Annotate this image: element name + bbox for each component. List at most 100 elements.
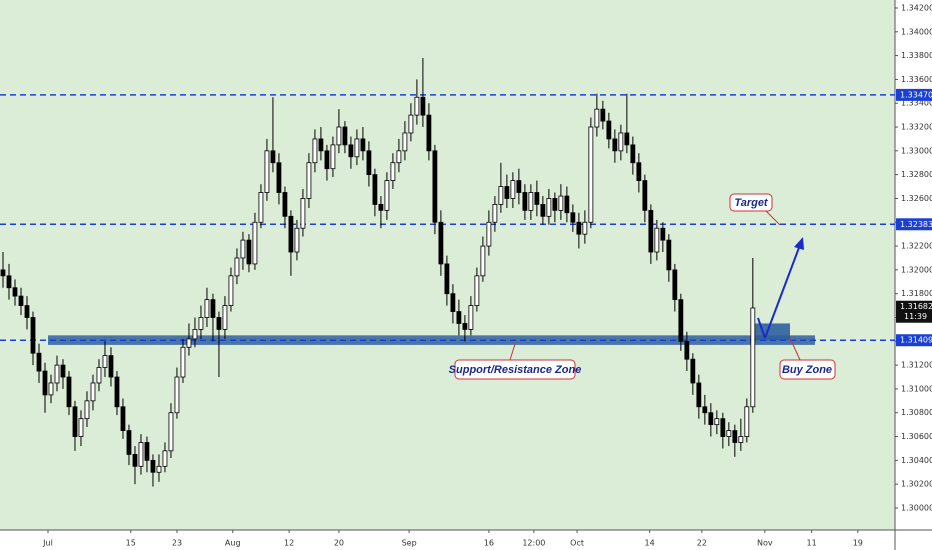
candle-body [618,132,624,152]
candle-body [18,295,24,306]
annotation: Support/Resistance Zone [449,364,582,376]
candle-body [72,406,78,437]
candle-body [642,180,648,211]
candle-body [150,459,156,473]
candle-body [318,138,324,152]
candle-body [714,418,720,426]
candle-body [108,355,114,378]
candle-body [750,307,756,408]
candle-body [348,144,354,158]
candle-body [0,269,6,277]
candle-body [30,317,36,354]
candle-body [432,150,438,223]
candle-body [420,96,426,116]
candle-body [408,114,414,134]
candle-body [738,436,744,443]
candle-body [600,108,606,122]
y-tick-label: 1.31200 [901,361,932,370]
y-tick-label: 1.30400 [901,456,932,465]
candle-body [474,275,480,306]
callout-pointer [509,343,516,361]
y-tick-label: 1.33800 [901,51,932,60]
x-tick-label: Nov [757,539,773,548]
x-tick-label: 20 [334,539,344,548]
level-label: 1.33470 [900,90,932,99]
candle-body [564,195,570,214]
y-tick-label: 1.32200 [901,242,932,251]
y-tick-label: 1.33400 [901,99,932,108]
candle-body [216,317,222,330]
candle-body [708,412,714,426]
candle-body [498,186,504,205]
candle-body [540,204,546,217]
x-tick-label: 14 [645,539,655,548]
candle-body [240,239,246,259]
candle-body [558,195,564,211]
candle-body [60,364,66,378]
candles [0,57,756,487]
candle-body [234,257,240,277]
candle-body [336,126,342,146]
candle-body [36,352,42,372]
level-label-box [896,218,932,231]
level-label-box [896,334,932,347]
x-tick-label: 11 [807,539,817,548]
level-label: 1.31409 [900,336,932,345]
candle-body [576,221,582,235]
candle-body [192,329,198,340]
candle-body [186,338,192,348]
candle-body [684,340,690,360]
candle-body [414,96,420,116]
candle-body [6,275,12,289]
candle-body [516,180,522,193]
candle-body [522,192,528,211]
candle-body [78,418,84,437]
candle-body [66,376,72,408]
y-tick-label: 1.34000 [901,27,932,36]
candle-body [624,132,630,146]
x-tick-label: 16 [484,539,494,548]
level-label-box [896,88,932,101]
candle-body [690,358,696,384]
candle-body [588,126,594,223]
candle-body [390,162,396,181]
candle-body [282,192,288,217]
candle-body [210,299,216,318]
candle-body [120,406,126,431]
candle-body [324,150,330,170]
candle-body [42,370,48,396]
candle-body [654,227,660,253]
x-tick-label: 12 [284,539,294,548]
candle-body [456,311,462,324]
candle-body [552,198,558,211]
candle-body [570,212,576,223]
candle-body [648,209,654,253]
y-tick-label: 1.32800 [901,170,932,179]
candle-body [594,108,600,128]
candle-body [462,323,468,330]
y-tick-label: 1.30000 [901,503,932,512]
candle-body [306,162,312,199]
last-price-label: 1.31682 [900,302,932,311]
candle-body [612,138,618,152]
candle-body [246,239,252,265]
candle-body [546,198,552,217]
candle-body [180,346,186,378]
x-tick-label: Sep [402,539,417,548]
candle-body [678,299,684,342]
candle-body [480,245,486,277]
candle-body [402,132,408,152]
axis: 1.30000 1.30200 1.30400 1.30600 1.30800 1.310… [42,3,932,548]
candle-body [660,227,666,241]
callout-pointer [764,209,781,226]
candle-body [264,150,270,193]
x-tick-label: Aug [225,539,241,548]
candle-body [24,305,30,318]
y-tick-label: 1.30600 [901,432,932,441]
last-price-box [896,300,932,323]
level-label: 1.32383 [900,220,932,229]
candle-body [312,138,318,164]
candle-body [288,215,294,253]
candle-body [444,263,450,295]
